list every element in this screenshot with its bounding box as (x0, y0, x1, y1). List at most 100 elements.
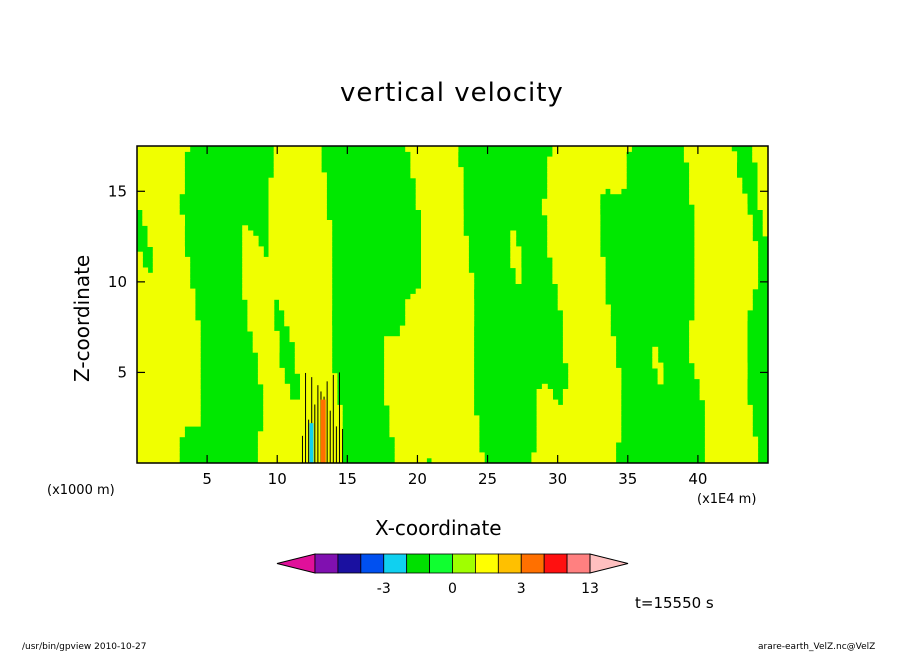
field-cell-positive (421, 230, 464, 237)
colorbar: -3 0 3 13 (276, 553, 629, 597)
x-tick-label: 40 (688, 470, 707, 488)
field-cell-positive (294, 362, 333, 369)
field-cell-positive (415, 204, 464, 210)
field-cell-positive (510, 246, 522, 253)
field-cell-positive (137, 267, 149, 274)
field-cell-positive (142, 214, 185, 221)
field-cell-positive (689, 193, 748, 200)
field-cell-positive (242, 256, 333, 263)
field-cell-positive (689, 341, 748, 348)
field-cell-positive (557, 288, 606, 295)
field-cell-positive (137, 457, 180, 464)
field-cell-positive (137, 415, 201, 422)
field-cell-positive (562, 346, 617, 353)
footer-right: arare-earth_VelZ.nc@VelZ (758, 642, 876, 652)
field-cell-positive (137, 278, 191, 284)
field-cell-positive (268, 230, 333, 237)
field-cell-positive (694, 220, 753, 226)
field-cell-positive (252, 341, 280, 348)
field-cell-positive (268, 235, 333, 242)
field-cell-positive (410, 293, 475, 300)
colorbar-tick-label: 0 (448, 581, 457, 597)
field-cell-positive (137, 156, 185, 163)
field-cell-positive (568, 362, 617, 369)
colorbar-box (314, 553, 339, 574)
field-cell-positive (137, 410, 201, 417)
field-cell-positive (137, 198, 180, 205)
colorbar-tick-label: 13 (581, 581, 599, 597)
field-cell-positive (536, 436, 622, 443)
field-cell-positive (657, 367, 664, 374)
field-cell-positive (257, 373, 285, 380)
field-cell-positive (547, 241, 601, 247)
colorbar-box (520, 553, 545, 574)
field-cell-positive (137, 431, 185, 438)
colorbar-box (452, 553, 476, 574)
field-cell-positive (394, 457, 427, 464)
field-cell-positive (421, 225, 464, 232)
field-cell-positive (263, 383, 291, 390)
field-cell-positive (568, 367, 622, 374)
field-cell-positive (652, 357, 659, 364)
field-cell-positive (137, 283, 191, 290)
colorbar-arrow-low (276, 553, 316, 574)
field-cell-positive (694, 214, 753, 221)
field-cell-positive (547, 177, 627, 184)
field-cell-positive (147, 235, 185, 242)
field-cell-positive (294, 352, 333, 358)
x-tick-label: 35 (618, 470, 637, 488)
field-cell-positive (247, 325, 275, 332)
y-tick-label: 5 (117, 363, 127, 381)
field-cell-positive (405, 315, 475, 321)
field-cell-positive (689, 172, 737, 179)
field-cell-positive (652, 346, 659, 353)
field-cell-positive (552, 256, 606, 263)
field-cell-positive (268, 209, 327, 216)
field-cell-positive (531, 457, 617, 464)
field-cell-positive (137, 193, 180, 200)
field-cell-positive (415, 177, 464, 184)
field-cell-positive (252, 330, 280, 337)
x-tick-label: 5 (202, 470, 212, 488)
colorbar-box (337, 553, 362, 574)
plot-frame (136, 145, 769, 464)
field-cell-positive (552, 272, 606, 279)
field-cell-positive (263, 404, 343, 411)
field-cell-positive (147, 230, 185, 237)
field-cell-positive (562, 341, 617, 348)
field-cell-positive (699, 389, 748, 395)
field-cell-positive (137, 399, 201, 406)
field-cell-positive (137, 426, 185, 432)
field-cell-positive (137, 330, 201, 337)
field-cell-positive (268, 225, 333, 232)
field-cell-positive (242, 241, 259, 247)
field-cell-positive (689, 336, 748, 343)
field-cell-positive (757, 172, 769, 179)
x-unit-left: (x1000 m) (47, 483, 115, 498)
field-cell-positive (289, 336, 333, 343)
field-cell-positive (405, 309, 475, 316)
field-cell-positive (562, 399, 622, 406)
field-cell-positive (541, 383, 548, 390)
field-cell-positive (547, 235, 601, 242)
field-cell-positive (683, 146, 732, 152)
field-cell-positive (252, 336, 280, 343)
field-cell-positive (415, 183, 464, 189)
field-cell-positive (152, 246, 185, 253)
field-cell-positive (547, 193, 601, 200)
field-cell-positive (268, 204, 327, 210)
field-cell-positive (694, 225, 753, 232)
field-cell-positive (536, 389, 553, 395)
colorbar-box (360, 553, 385, 574)
field-cell-positive (699, 394, 748, 401)
field-cell-positive (137, 325, 201, 332)
field-cell-positive (694, 241, 759, 247)
colorbar-box (543, 553, 568, 574)
field-cell-positive (300, 389, 338, 395)
field-cell-positive (384, 389, 475, 395)
field-cell-positive (757, 177, 769, 184)
field-cell-positive (689, 330, 748, 337)
field-cell-positive (704, 431, 753, 438)
field-cell-positive (242, 251, 264, 258)
field-cell-positive (421, 214, 464, 221)
